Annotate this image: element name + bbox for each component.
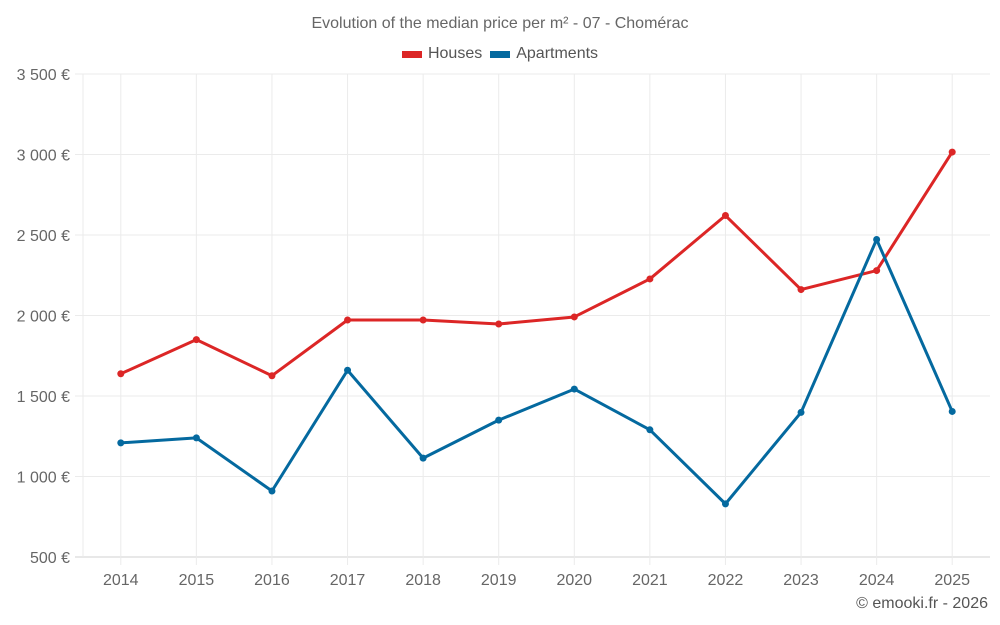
legend-swatch-apartments — [490, 50, 511, 58]
y-tick-label: 2 500 € — [17, 228, 70, 245]
x-tick-label: 2025 — [934, 572, 970, 589]
legend-swatch-houses — [401, 50, 422, 58]
series-line-houses — [120, 151, 954, 378]
chart-title: Evolution of the median price per m² - 0… — [311, 15, 689, 32]
data-point-apartments — [344, 366, 352, 374]
y-tick-label: 500 € — [30, 550, 70, 567]
y-tick-label: 1 000 € — [17, 470, 70, 487]
data-point-houses — [117, 370, 125, 378]
x-tick-label: 2017 — [330, 572, 366, 589]
credit-text: © emooki.fr - 2026 — [856, 595, 988, 612]
x-tick-label: 2021 — [632, 572, 668, 589]
x-tick-label: 2023 — [783, 572, 819, 589]
x-tick-label: 2018 — [405, 572, 441, 589]
data-point-apartments — [797, 408, 805, 416]
y-tick-label: 1 500 € — [17, 389, 70, 406]
data-point-houses — [570, 313, 578, 321]
data-point-houses — [495, 320, 503, 328]
legend-label-apartments: Apartments — [516, 45, 599, 62]
axes: 500 € 1 000 € 1 500 € 2 000 € 2 500 € 3 000 €… — [17, 67, 970, 589]
data-point-houses — [721, 212, 729, 220]
data-point-houses — [268, 372, 276, 380]
x-tick-label: 2014 — [103, 572, 139, 589]
data-point-houses — [192, 336, 200, 344]
data-point-apartments — [117, 439, 125, 447]
data-point-houses — [419, 316, 427, 324]
x-tick-label: 2020 — [556, 572, 592, 589]
data-point-houses — [646, 275, 654, 283]
data-point-houses — [344, 316, 352, 324]
grid — [75, 73, 990, 565]
data-point-apartments — [570, 385, 578, 393]
y-tick-label: 3 000 € — [17, 148, 70, 165]
x-tick-label: 2022 — [708, 572, 744, 589]
y-tick-label: 2 000 € — [17, 309, 70, 326]
legend: Houses Apartments — [0, 45, 1000, 63]
data-point-apartments — [646, 426, 654, 434]
x-tick-label: 2019 — [481, 572, 517, 589]
data-point-houses — [873, 267, 881, 275]
legend-label-houses: Houses — [427, 45, 483, 62]
data-point-apartments — [873, 236, 881, 244]
data-point-houses — [948, 148, 956, 156]
series-line-apartments — [120, 238, 954, 506]
x-tick-label: 2015 — [179, 572, 215, 589]
series-group — [117, 148, 956, 508]
x-tick-label: 2024 — [859, 572, 895, 589]
data-point-apartments — [419, 454, 427, 462]
y-tick-label: 3 500 € — [17, 67, 70, 84]
data-point-apartments — [495, 416, 503, 424]
legend-item-houses[interactable]: Houses — [401, 45, 483, 63]
x-tick-label: 2016 — [254, 572, 290, 589]
data-point-apartments — [192, 434, 200, 442]
data-point-apartments — [721, 500, 729, 508]
data-point-apartments — [268, 487, 276, 495]
data-point-houses — [797, 286, 805, 294]
legend-item-apartments[interactable]: Apartments — [490, 45, 598, 63]
data-point-apartments — [948, 407, 956, 415]
